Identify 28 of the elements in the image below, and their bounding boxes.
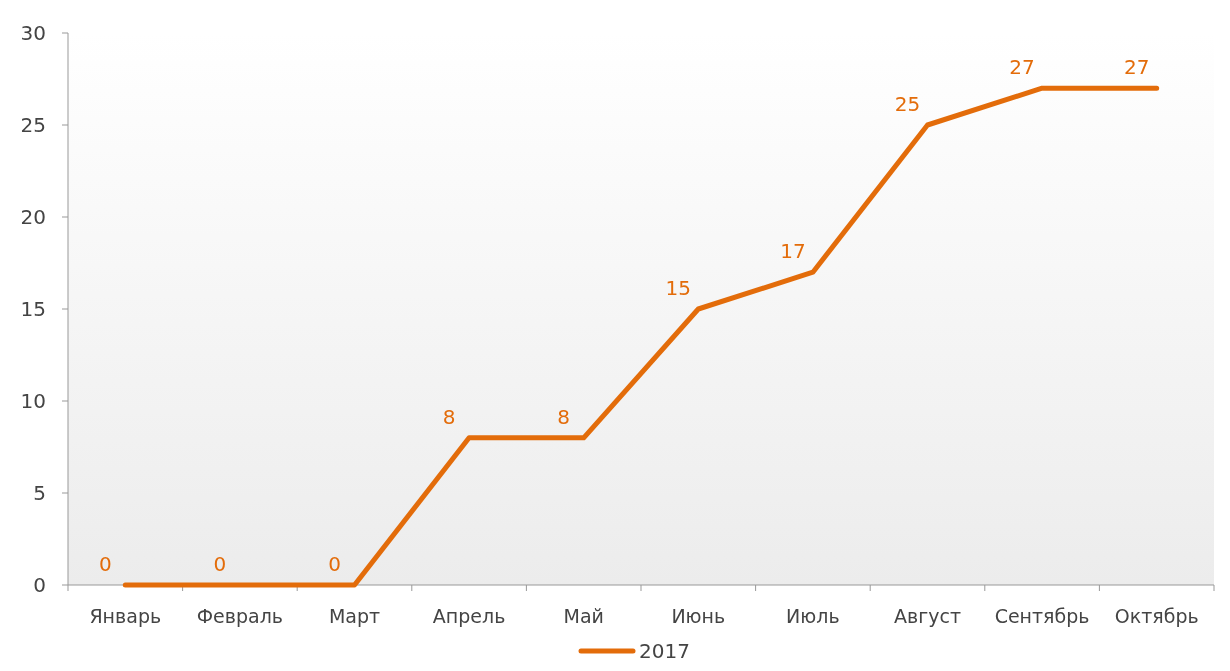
- x-tick-label: Январь: [89, 605, 162, 627]
- x-tick-label: Апрель: [432, 605, 506, 627]
- x-tick-label: Май: [563, 605, 604, 627]
- data-label: 17: [780, 239, 806, 264]
- y-tick-label: 5: [33, 481, 46, 505]
- x-tick-label: Август: [894, 605, 961, 627]
- x-tick-label: Март: [328, 605, 381, 627]
- data-label: 27: [1123, 55, 1150, 80]
- data-label: 0: [213, 552, 227, 576]
- y-tick-label: 30: [20, 21, 46, 45]
- data-label: 25: [894, 92, 921, 116]
- x-tick-label: Сентябрь: [994, 605, 1090, 627]
- y-tick-label: 10: [20, 389, 46, 413]
- y-tick-label: 20: [20, 205, 46, 229]
- data-label: 8: [557, 404, 571, 429]
- legend-label: 2017: [639, 639, 690, 663]
- data-label: 27: [1009, 55, 1035, 80]
- data-label: 0: [328, 552, 341, 576]
- x-tick-label: Октябрь: [1114, 605, 1199, 627]
- y-tick-label: 25: [20, 113, 46, 137]
- x-tick-label: Февраль: [196, 605, 284, 627]
- data-label: 15: [665, 276, 692, 300]
- x-tick-label: Июль: [786, 605, 840, 627]
- data-label: 8: [442, 404, 456, 429]
- y-tick-label: 0: [33, 573, 46, 597]
- data-label: 0: [98, 552, 112, 576]
- y-tick-label: 15: [20, 297, 46, 321]
- x-tick-label: Июнь: [671, 605, 726, 627]
